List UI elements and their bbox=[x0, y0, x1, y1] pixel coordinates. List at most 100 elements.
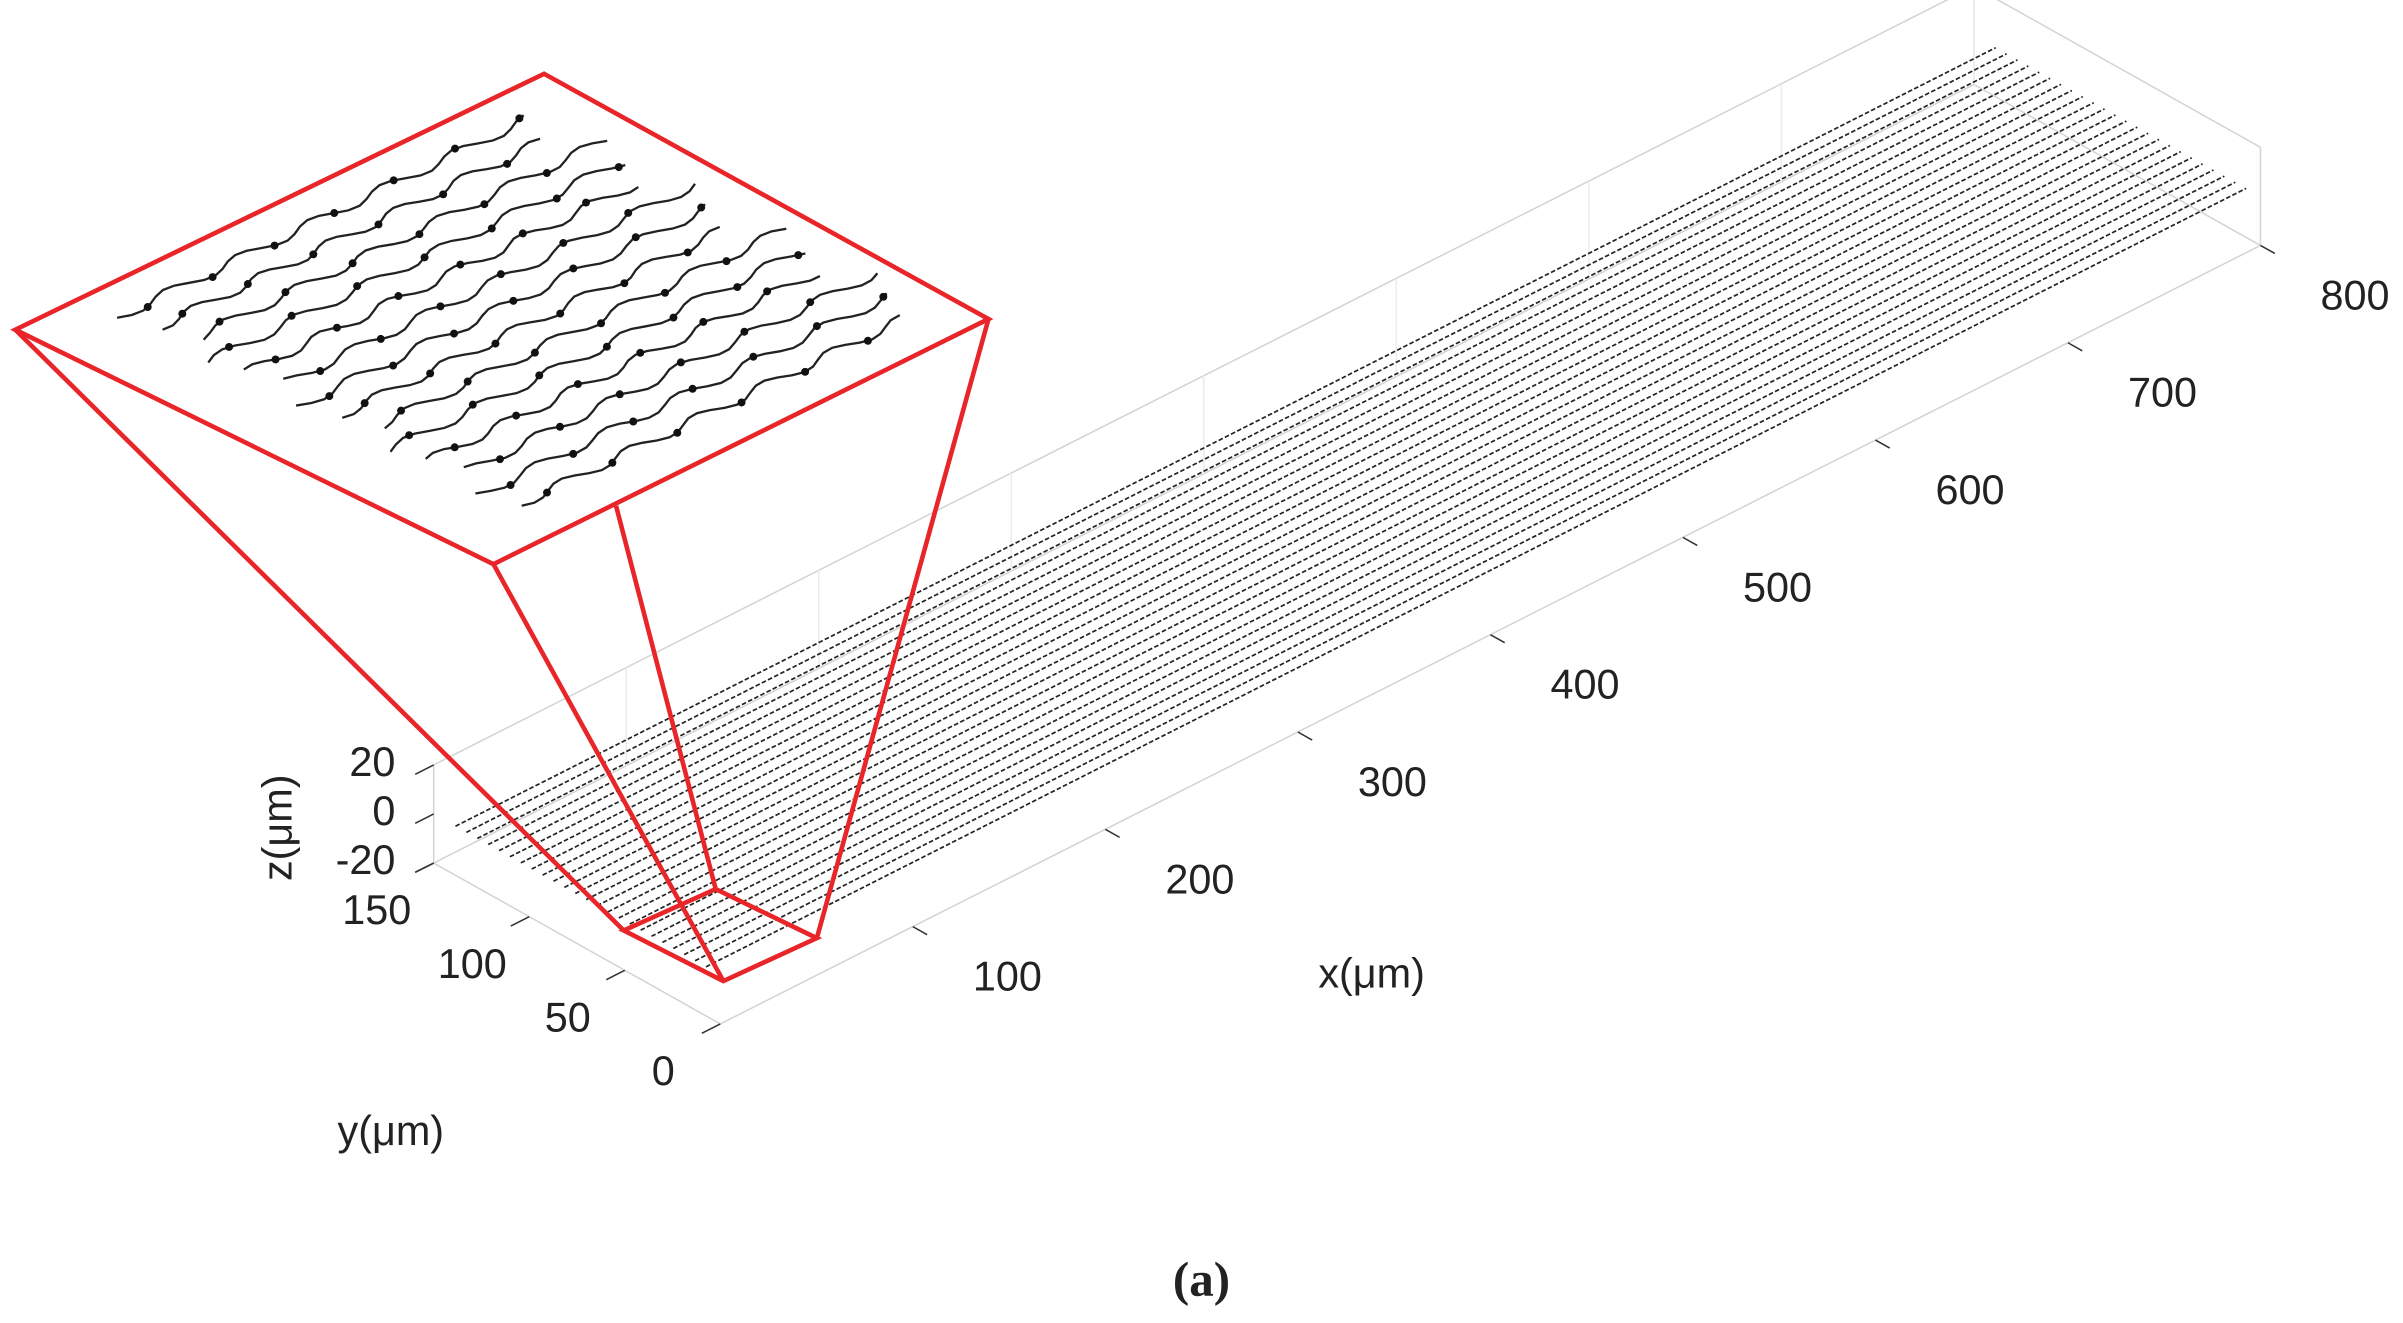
inset-node bbox=[468, 400, 477, 409]
inset-node bbox=[615, 390, 624, 399]
inset-node bbox=[270, 241, 279, 250]
inset-node bbox=[415, 230, 424, 239]
fiber bbox=[498, 71, 2040, 852]
x-tick bbox=[2260, 244, 2276, 255]
x-tick bbox=[2067, 342, 2083, 352]
y-tick bbox=[605, 969, 626, 981]
inset-node bbox=[330, 209, 339, 218]
inset-node bbox=[281, 288, 290, 297]
z-tick-label: -20 bbox=[336, 837, 396, 883]
inset-node bbox=[271, 355, 280, 364]
inset-node bbox=[530, 348, 539, 357]
fiber bbox=[640, 150, 2182, 931]
inset-node bbox=[451, 144, 460, 153]
inset-node bbox=[360, 399, 369, 408]
x-tick-label: 400 bbox=[1550, 662, 1619, 708]
inset-node bbox=[287, 311, 296, 320]
z-tick bbox=[414, 813, 435, 825]
inset-node bbox=[806, 298, 815, 307]
caption: (a) bbox=[1173, 1252, 1230, 1307]
inset-fiber bbox=[341, 225, 721, 419]
inset-node bbox=[879, 292, 888, 301]
inset-fiber bbox=[384, 227, 787, 430]
inset-fiber bbox=[162, 137, 541, 331]
fiber bbox=[694, 181, 2236, 962]
inset-node bbox=[569, 449, 578, 458]
inset-node bbox=[608, 458, 617, 467]
fiber bbox=[531, 89, 2073, 870]
inset-node bbox=[309, 250, 318, 259]
inset-node bbox=[208, 273, 217, 282]
inset-node bbox=[597, 319, 606, 328]
inset-node bbox=[676, 358, 685, 367]
x-tick bbox=[912, 925, 928, 936]
inset-fiber bbox=[243, 186, 639, 371]
inset-node bbox=[688, 384, 697, 393]
zoom-inset bbox=[10, 71, 994, 984]
inset-node bbox=[450, 443, 459, 452]
x-tick-label: 300 bbox=[1358, 759, 1427, 805]
fiber bbox=[553, 101, 2095, 883]
inset-node bbox=[405, 431, 414, 440]
y-tick bbox=[510, 915, 530, 927]
inset-node bbox=[552, 194, 561, 203]
fiber bbox=[596, 126, 2138, 907]
inset-node bbox=[143, 303, 152, 312]
inset-node bbox=[559, 238, 568, 247]
inset-node bbox=[542, 169, 551, 178]
x-tick bbox=[1875, 439, 1891, 449]
x-tick-label: 500 bbox=[1743, 564, 1812, 610]
inset-node bbox=[582, 198, 591, 207]
inset-node bbox=[439, 190, 448, 199]
x-tick-label: 600 bbox=[1935, 467, 2004, 513]
inset-node bbox=[496, 270, 505, 279]
fiber bbox=[705, 187, 2247, 968]
inset-node bbox=[376, 334, 385, 343]
fiber bbox=[574, 114, 2116, 895]
inset-node bbox=[631, 233, 640, 242]
x-axis-label: x(μm) bbox=[1318, 950, 1425, 996]
inset-node bbox=[669, 313, 678, 322]
inset-node bbox=[763, 287, 772, 296]
inset-node bbox=[397, 406, 406, 415]
y-tick-label: 100 bbox=[438, 941, 507, 987]
fiber bbox=[585, 120, 2127, 901]
zoom-connector bbox=[814, 318, 991, 939]
inset-node bbox=[556, 309, 565, 318]
fiber bbox=[520, 83, 2062, 864]
inset-node bbox=[737, 398, 746, 407]
inset-node bbox=[602, 342, 611, 351]
y-tick bbox=[701, 1023, 721, 1034]
inset-node bbox=[749, 352, 758, 361]
inset-node bbox=[661, 288, 669, 297]
box-edge bbox=[1996, 0, 2261, 149]
x-tick-label: 800 bbox=[2321, 272, 2390, 318]
fibers bbox=[455, 46, 2247, 968]
inset-node bbox=[353, 282, 362, 291]
inset-node bbox=[506, 481, 515, 489]
inset-node bbox=[503, 159, 512, 168]
inset-node bbox=[325, 392, 334, 401]
fiber bbox=[683, 175, 2225, 956]
inset-node bbox=[316, 367, 325, 376]
inset-node bbox=[629, 417, 638, 426]
inset-node bbox=[389, 176, 398, 185]
inset-node bbox=[863, 336, 872, 345]
inset-node bbox=[569, 264, 578, 273]
inset-node bbox=[683, 248, 692, 257]
inset-node bbox=[620, 279, 629, 288]
fiber bbox=[662, 163, 2203, 944]
inset-node bbox=[491, 339, 500, 348]
z-tick bbox=[414, 764, 435, 775]
inset-fiber bbox=[424, 275, 821, 460]
inset-node bbox=[436, 302, 445, 311]
inset-node bbox=[420, 253, 429, 262]
z-tick bbox=[414, 862, 435, 874]
zoom-connector bbox=[13, 328, 626, 933]
y-tick-label: 150 bbox=[342, 887, 411, 933]
inset-node bbox=[699, 317, 708, 326]
z-tick-label: 0 bbox=[372, 788, 395, 834]
inset-node bbox=[673, 428, 682, 437]
